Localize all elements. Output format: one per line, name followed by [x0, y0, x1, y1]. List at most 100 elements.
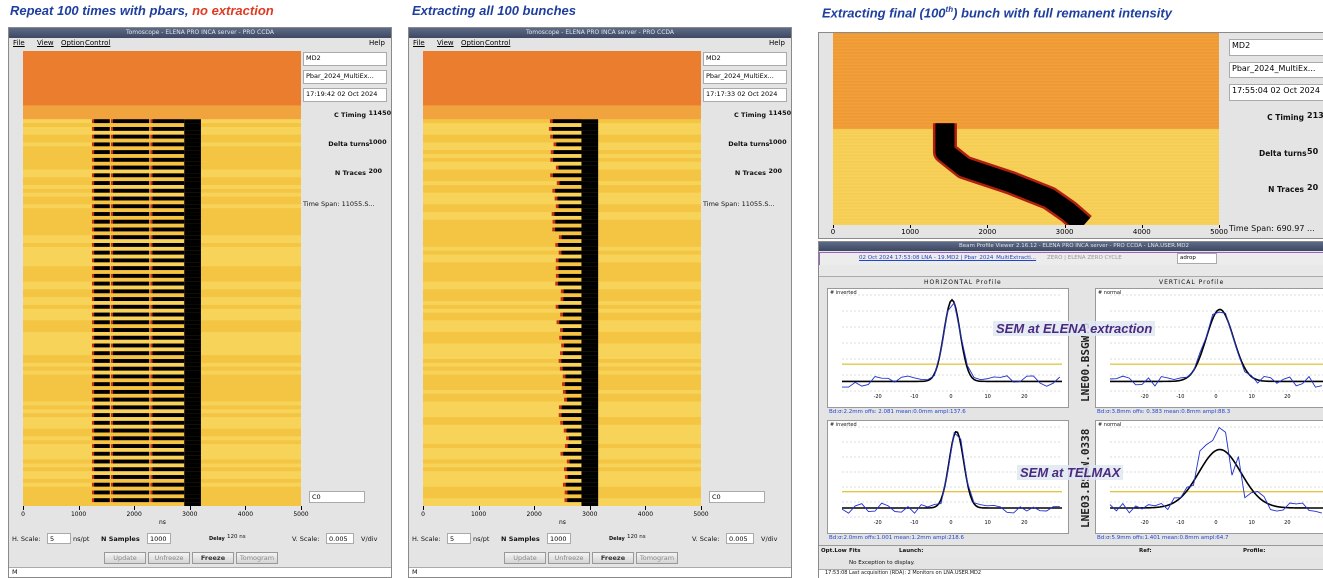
heat-beam	[581, 154, 598, 158]
vscale-input[interactable]: 0.005	[326, 533, 354, 544]
heat-stripe	[552, 127, 582, 131]
heat-stripe	[563, 351, 582, 355]
channel-select[interactable]: C0	[309, 491, 365, 503]
menu-item[interactable]: Help	[769, 39, 785, 47]
menu-item[interactable]: File	[413, 39, 425, 47]
button[interactable]: Unfreeze	[548, 552, 590, 564]
x-tick-mark	[134, 506, 135, 510]
heat-stripe	[94, 475, 110, 479]
hscale-input[interactable]: 5	[447, 533, 471, 544]
heat-beam	[184, 181, 201, 185]
heat-stripe	[557, 197, 581, 201]
heat-noise	[833, 161, 1219, 163]
status-bar: M	[409, 567, 792, 577]
nsamples-input[interactable]: 1000	[547, 533, 571, 544]
x-tick-label: 0	[1208, 394, 1224, 400]
status-bar: 17:53:08 Last acquisition (RDA): 2 Monit…	[819, 569, 1323, 578]
button[interactable]: Update	[504, 552, 546, 564]
heat-noise	[423, 371, 701, 375]
heat-beam	[184, 425, 201, 429]
menu-item[interactable]: View	[437, 39, 454, 47]
heat-stripe	[566, 375, 582, 379]
button[interactable]: Tomogram	[636, 552, 678, 564]
heat-beam	[581, 367, 598, 371]
button[interactable]: Unfreeze	[148, 552, 190, 564]
heat-beam	[184, 305, 201, 309]
title-bar: Tomoscope - ELENA PRO INCA server - PRO …	[409, 28, 791, 38]
menu-item[interactable]: View	[37, 39, 54, 47]
heat-noise	[833, 68, 1219, 70]
profile-viewer-window: Beam Profile Viewer 2.16.12 - ELENA PRO …	[818, 241, 1323, 578]
heat-beam	[184, 197, 201, 201]
heat-noise	[23, 355, 301, 359]
heat-stripe	[94, 421, 110, 425]
heat-noise	[23, 440, 301, 444]
x-tick-label: 20	[1279, 394, 1295, 400]
heat-beam	[581, 247, 598, 251]
heat-noise	[423, 444, 701, 448]
heat-stripe	[94, 135, 110, 139]
heat-beam	[184, 363, 201, 367]
bottom-control[interactable]: Launch:	[899, 548, 923, 554]
channel-select[interactable]: C0	[709, 491, 765, 503]
heat-beam	[184, 216, 201, 220]
heat-stripe	[94, 498, 110, 502]
menu-item[interactable]: Control	[485, 39, 510, 47]
param-label: Delta turns	[1259, 149, 1304, 158]
heat-noise	[23, 286, 301, 290]
heat-top	[23, 51, 301, 106]
heat-noise	[23, 448, 301, 452]
heat-stripe	[562, 413, 582, 417]
heat-beam	[184, 491, 201, 495]
menu-item[interactable]: Option	[461, 39, 484, 47]
menu-item[interactable]: Option	[61, 39, 84, 47]
heat-beam	[581, 181, 598, 185]
heat-noise	[423, 255, 701, 259]
menu-item[interactable]: File	[13, 39, 25, 47]
heat-beam	[184, 316, 201, 320]
heat-noise	[423, 498, 701, 502]
heat-stripe	[94, 142, 110, 146]
menu-item[interactable]: Control	[85, 39, 110, 47]
bottom-control[interactable]: Ref:	[1139, 548, 1152, 554]
x-tick-label: 2000	[124, 511, 144, 518]
heat-noise	[423, 440, 701, 444]
heat-noise	[423, 402, 701, 406]
user-select[interactable]: adrop	[1177, 253, 1217, 264]
heat-beam	[184, 177, 201, 181]
heat-stripe	[553, 158, 581, 162]
vscale-input[interactable]: 0.005	[726, 533, 754, 544]
heat-stripe	[94, 344, 110, 348]
heat-stripe	[559, 320, 581, 324]
nsamples-input[interactable]: 1000	[147, 533, 171, 544]
button[interactable]: Freeze	[592, 552, 634, 564]
heat-stripe	[94, 460, 110, 464]
toolbar2	[819, 265, 1323, 277]
hscale-input[interactable]: 5	[47, 533, 71, 544]
bottom-control[interactable]: Fits	[849, 548, 861, 554]
param-label: Delta turns	[728, 140, 766, 148]
heat-stripe	[113, 251, 149, 255]
x-tick-label: 20	[1016, 394, 1032, 400]
heat-noise	[423, 293, 701, 297]
heat-beam	[581, 297, 598, 301]
button[interactable]: Tomogram	[236, 552, 278, 564]
heat-stripe	[113, 320, 149, 324]
bottom-control[interactable]: Opt.Low	[821, 548, 847, 554]
heat-stripe	[153, 251, 185, 255]
heat-beam	[184, 405, 201, 409]
heat-beam	[581, 135, 598, 139]
heat-noise	[833, 132, 1219, 134]
title-bar: Beam Profile Viewer 2.16.12 - ELENA PRO …	[819, 242, 1323, 251]
heat-stripe	[153, 189, 185, 193]
button[interactable]: Freeze	[192, 552, 234, 564]
heat-beam	[581, 243, 598, 247]
heat-noise	[423, 386, 701, 390]
heat-stripe	[153, 398, 185, 402]
menu-item[interactable]: Help	[369, 39, 385, 47]
heat-stripe	[564, 344, 582, 348]
button[interactable]: Update	[104, 552, 146, 564]
time-span: Time Span: 11055.S...	[303, 200, 387, 208]
heat-beam	[184, 173, 201, 177]
bottom-control[interactable]: Profile:	[1243, 548, 1265, 554]
